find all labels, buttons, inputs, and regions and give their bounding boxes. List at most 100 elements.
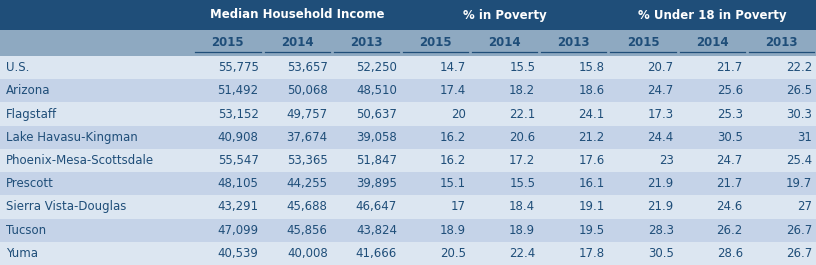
Text: 20.6: 20.6	[509, 131, 535, 144]
Text: 17.2: 17.2	[509, 154, 535, 167]
Text: 20.7: 20.7	[648, 61, 674, 74]
Text: 22.1: 22.1	[509, 108, 535, 121]
Text: 21.9: 21.9	[647, 200, 674, 213]
Text: Sierra Vista-Douglas: Sierra Vista-Douglas	[6, 200, 126, 213]
Text: 50,637: 50,637	[356, 108, 397, 121]
Text: 50,068: 50,068	[287, 84, 328, 97]
Text: 19.7: 19.7	[786, 177, 812, 190]
Text: 2014: 2014	[281, 37, 313, 50]
Text: 14.7: 14.7	[440, 61, 466, 74]
Text: 20.5: 20.5	[440, 247, 466, 260]
Text: 26.7: 26.7	[786, 247, 812, 260]
Text: 2015: 2015	[211, 37, 244, 50]
Text: 45,688: 45,688	[286, 200, 328, 213]
Text: 24.7: 24.7	[716, 154, 743, 167]
Text: 37,674: 37,674	[286, 131, 328, 144]
Text: 24.1: 24.1	[579, 108, 605, 121]
Text: 23: 23	[659, 154, 674, 167]
Text: 28.3: 28.3	[648, 224, 674, 237]
Bar	[0, 172, 816, 195]
Text: 26.7: 26.7	[786, 224, 812, 237]
Text: 2013: 2013	[350, 37, 383, 50]
Text: 24.7: 24.7	[647, 84, 674, 97]
Text: 30.3: 30.3	[786, 108, 812, 121]
Text: 2014: 2014	[488, 37, 521, 50]
Text: 55,775: 55,775	[218, 61, 259, 74]
Text: 47,099: 47,099	[217, 224, 259, 237]
Text: 49,757: 49,757	[286, 108, 328, 121]
Text: 21.7: 21.7	[716, 61, 743, 74]
Text: 26.2: 26.2	[716, 224, 743, 237]
Text: 45,856: 45,856	[286, 224, 328, 237]
Text: 48,510: 48,510	[356, 84, 397, 97]
Text: 2013: 2013	[765, 37, 798, 50]
Text: 44,255: 44,255	[286, 177, 328, 190]
Text: Lake Havasu-Kingman: Lake Havasu-Kingman	[6, 131, 138, 144]
Text: 18.6: 18.6	[579, 84, 605, 97]
Text: 20: 20	[451, 108, 466, 121]
Text: 40,908: 40,908	[218, 131, 259, 144]
Text: 43,291: 43,291	[217, 200, 259, 213]
Text: 18.9: 18.9	[440, 224, 466, 237]
Text: Prescott: Prescott	[6, 177, 54, 190]
Text: 15.5: 15.5	[509, 61, 535, 74]
Text: 2015: 2015	[627, 37, 659, 50]
Text: 51,847: 51,847	[356, 154, 397, 167]
Bar	[0, 126, 816, 149]
Text: 2013: 2013	[557, 37, 590, 50]
Text: 53,657: 53,657	[286, 61, 328, 74]
Text: 48,105: 48,105	[218, 177, 259, 190]
Text: 30.5: 30.5	[717, 131, 743, 144]
Text: 15.5: 15.5	[509, 177, 535, 190]
Text: Arizona: Arizona	[6, 84, 51, 97]
Text: Yuma: Yuma	[6, 247, 38, 260]
Text: 51,492: 51,492	[217, 84, 259, 97]
Text: 46,647: 46,647	[356, 200, 397, 213]
Text: 39,895: 39,895	[356, 177, 397, 190]
Text: 55,547: 55,547	[218, 154, 259, 167]
Text: 18.9: 18.9	[509, 224, 535, 237]
Text: 18.4: 18.4	[509, 200, 535, 213]
Text: 17: 17	[451, 200, 466, 213]
Bar	[0, 219, 816, 242]
Text: 43,824: 43,824	[356, 224, 397, 237]
Text: 15.1: 15.1	[440, 177, 466, 190]
Text: 21.9: 21.9	[647, 177, 674, 190]
Text: 19.5: 19.5	[579, 224, 605, 237]
Text: 24.4: 24.4	[647, 131, 674, 144]
Text: 16.2: 16.2	[440, 131, 466, 144]
Text: 30.5: 30.5	[648, 247, 674, 260]
Text: 15.8: 15.8	[579, 61, 605, 74]
Text: 41,666: 41,666	[356, 247, 397, 260]
Text: 27: 27	[797, 200, 812, 213]
Text: 53,365: 53,365	[287, 154, 328, 167]
Text: 16.2: 16.2	[440, 154, 466, 167]
Text: Median Household Income: Median Household Income	[210, 8, 384, 21]
Text: 24.6: 24.6	[716, 200, 743, 213]
Bar	[0, 56, 816, 79]
Bar	[0, 0, 816, 30]
Text: 31: 31	[797, 131, 812, 144]
Text: 16.1: 16.1	[579, 177, 605, 190]
Text: 52,250: 52,250	[356, 61, 397, 74]
Bar	[0, 195, 816, 219]
Text: 18.2: 18.2	[509, 84, 535, 97]
Bar	[0, 30, 816, 56]
Text: 22.4: 22.4	[509, 247, 535, 260]
Bar	[0, 149, 816, 172]
Text: 39,058: 39,058	[356, 131, 397, 144]
Text: 25.6: 25.6	[716, 84, 743, 97]
Bar	[0, 242, 816, 265]
Text: Flagstaff: Flagstaff	[6, 108, 57, 121]
Text: 40,539: 40,539	[218, 247, 259, 260]
Text: 28.6: 28.6	[716, 247, 743, 260]
Bar	[0, 79, 816, 103]
Text: 40,008: 40,008	[287, 247, 328, 260]
Text: 17.3: 17.3	[648, 108, 674, 121]
Text: 17.8: 17.8	[579, 247, 605, 260]
Text: 25.4: 25.4	[786, 154, 812, 167]
Bar	[0, 103, 816, 126]
Text: U.S.: U.S.	[6, 61, 29, 74]
Text: 22.2: 22.2	[786, 61, 812, 74]
Text: 17.4: 17.4	[440, 84, 466, 97]
